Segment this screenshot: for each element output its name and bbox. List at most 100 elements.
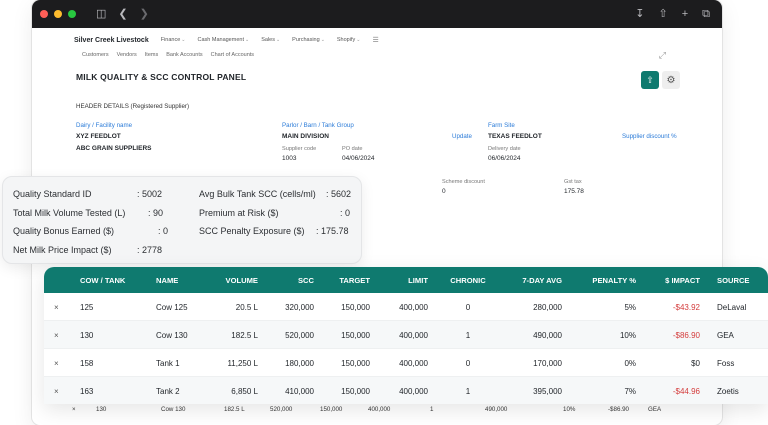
- close-icon: ×: [72, 406, 76, 413]
- gst-tax-label: Gst tax: [564, 179, 582, 185]
- close-window-button[interactable]: [40, 10, 48, 18]
- delivery-date: 06/06/2024: [488, 155, 521, 162]
- close-icon[interactable]: ×: [54, 303, 59, 312]
- cell-penalty: 10%: [619, 331, 636, 340]
- kpi-total-volume: Total Milk Volume Tested (L): [13, 208, 126, 218]
- page-title: MILK QUALITY & SCC CONTROL PANEL: [76, 72, 247, 82]
- menu-purchasing[interactable]: Purchasing⌄: [292, 37, 325, 43]
- po-date: 04/06/2024: [342, 155, 375, 162]
- maximize-window-button[interactable]: [68, 10, 76, 18]
- cell-scc: 410,000: [285, 387, 314, 396]
- table-row[interactable]: × 130 Cow 130 182.5 L 520,000 150,000 40…: [44, 321, 768, 349]
- cell-7-day-avg: 170,000: [533, 359, 562, 368]
- col-name[interactable]: NAME: [156, 276, 179, 285]
- cell-cow: 130: [96, 406, 107, 413]
- col-limit[interactable]: LIMIT: [408, 276, 428, 285]
- supplier-code-label: Supplier code: [282, 146, 317, 152]
- kpi-avg-scc-value: : 5602: [326, 189, 352, 199]
- col-volume[interactable]: VOLUME: [225, 276, 259, 285]
- settings-button[interactable]: ⚙: [662, 71, 680, 89]
- kpi-net-impact: Net Milk Price Impact ($): [13, 245, 112, 255]
- cell-name: Cow 130: [156, 331, 188, 340]
- col-cow-tank[interactable]: COW / TANK: [80, 276, 126, 285]
- minimize-window-button[interactable]: [54, 10, 62, 18]
- expand-icon[interactable]: ⤢: [658, 50, 666, 60]
- col-scc[interactable]: SCC: [297, 276, 314, 285]
- cell-7-day-avg: 395,000: [533, 387, 562, 396]
- cell-cow: 158: [80, 359, 94, 368]
- close-icon[interactable]: ×: [54, 387, 59, 396]
- subnav-bank-accounts[interactable]: Bank Accounts: [166, 52, 203, 58]
- subnav-chart-of-accounts[interactable]: Chart of Accounts: [210, 52, 255, 58]
- tabs-icon[interactable]: ⧉: [702, 7, 710, 20]
- menu-cash-management[interactable]: Cash Management⌄: [197, 37, 250, 43]
- farm-site-label[interactable]: Farm Site: [488, 122, 515, 129]
- chevron-right-icon[interactable]: ❯: [139, 7, 149, 20]
- cell-source: GEA: [717, 331, 734, 340]
- kpi-total-volume-value: : 90: [148, 208, 164, 218]
- section-label: HEADER DETAILS (Registered Supplier): [76, 103, 190, 110]
- cell-7-day-avg: 490,000: [485, 406, 508, 413]
- app-nav: Silver Creek Livestock Finance⌄ Cash Man…: [74, 36, 379, 45]
- cell-name: Cow 130: [161, 406, 186, 413]
- kpi-quality-standard-id-value: : 5002: [137, 189, 163, 199]
- cell-target: 150,000: [341, 331, 370, 340]
- cell-impact: -$43.92: [672, 303, 700, 312]
- col-source[interactable]: SOURCE: [717, 276, 750, 285]
- subnav-customers[interactable]: Customers: [82, 52, 109, 58]
- subnav-vendors[interactable]: Vendors: [116, 52, 137, 58]
- cell-impact: -$44.96: [672, 387, 700, 396]
- table-row[interactable]: × 163 Tank 2 6,850 L 410,000 150,000 400…: [44, 377, 768, 404]
- col-penalty[interactable]: PENALTY %: [592, 276, 636, 285]
- cell-chronic: 0: [465, 359, 471, 368]
- cell-volume: 182.5 L: [231, 331, 258, 340]
- col-target[interactable]: TARGET: [339, 276, 370, 285]
- share-icon[interactable]: ⇧: [658, 7, 668, 20]
- sub-nav: Customers Vendors Items Bank Accounts Ch…: [82, 52, 254, 58]
- table-row[interactable]: × 158 Tank 1 11,250 L 180,000 150,000 40…: [44, 349, 768, 377]
- menu-sales[interactable]: Sales⌄: [261, 37, 281, 43]
- menu-shopify[interactable]: Shopify⌄: [336, 37, 361, 43]
- parlor-label[interactable]: Parlor / Barn / Tank Group: [282, 122, 354, 129]
- export-button[interactable]: ⇧: [641, 71, 659, 89]
- cell-penalty: 5%: [624, 303, 636, 312]
- kpi-penalty: SCC Penalty Exposure ($): [199, 226, 305, 236]
- scc-table: COW / TANK NAME VOLUME SCC TARGET LIMIT …: [44, 267, 768, 404]
- table-row[interactable]: × 125 Cow 125 20.5 L 320,000 150,000 400…: [44, 293, 768, 321]
- cell-scc: 520,000: [270, 406, 293, 413]
- background-table-row: × 130 Cow 130 182.5 L 520,000 150,000 40…: [60, 405, 700, 417]
- cell-cow: 130: [80, 331, 94, 340]
- close-icon[interactable]: ×: [54, 331, 59, 340]
- cell-target: 150,000: [341, 303, 370, 312]
- cell-source: DeLaval: [717, 303, 747, 312]
- cell-chronic: 1: [465, 331, 471, 340]
- supplier-code: 1003: [282, 155, 297, 162]
- kpi-premium: Premium at Risk ($): [199, 208, 279, 218]
- plus-icon[interactable]: +: [681, 7, 689, 20]
- cell-name: Tank 2: [156, 387, 180, 396]
- subnav-items[interactable]: Items: [144, 52, 159, 58]
- dairy-label[interactable]: Dairy / Facility name: [76, 122, 133, 129]
- cell-limit: 400,000: [399, 303, 428, 312]
- cell-limit: 400,000: [399, 359, 428, 368]
- cell-penalty: 7%: [624, 387, 636, 396]
- sidebar-icon[interactable]: ◫: [96, 7, 107, 20]
- menu-finance[interactable]: Finance⌄: [160, 37, 186, 43]
- kpi-avg-scc: Avg Bulk Tank SCC (cells/ml): [199, 189, 316, 199]
- cell-impact: -$86.90: [672, 331, 700, 340]
- close-icon[interactable]: ×: [54, 359, 59, 368]
- menu-icon[interactable]: ☰: [372, 37, 379, 44]
- kpi-premium-value: : 0: [340, 208, 351, 218]
- chevron-left-icon[interactable]: ❮: [118, 7, 128, 20]
- col-impact[interactable]: $ IMPACT: [665, 276, 700, 285]
- cell-impact: $0: [691, 359, 700, 368]
- col-7-day-avg[interactable]: 7-DAY AVG: [522, 276, 562, 285]
- update-link[interactable]: Update: [452, 133, 472, 140]
- cell-chronic: 1: [465, 387, 471, 396]
- cell-source: GEA: [648, 406, 662, 413]
- brand-name[interactable]: Silver Creek Livestock: [74, 36, 149, 44]
- col-chronic[interactable]: CHRONIC: [450, 276, 486, 285]
- download-icon[interactable]: ↧: [635, 7, 645, 20]
- supplier-discount-link[interactable]: Supplier discount %: [622, 133, 677, 140]
- kpi-penalty-value: : 175.78: [316, 226, 349, 236]
